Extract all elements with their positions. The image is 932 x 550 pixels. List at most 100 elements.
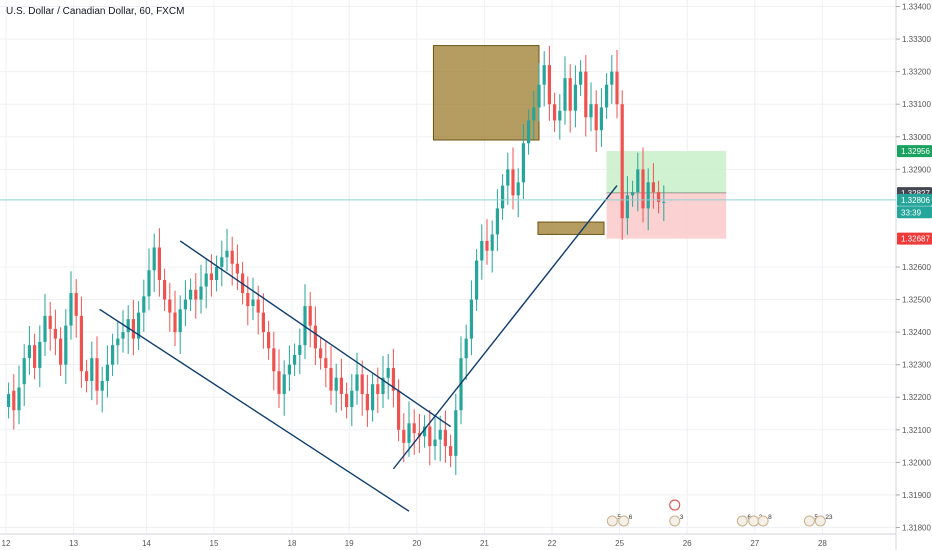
candle-body-124 [651, 182, 655, 193]
price-badge-label-4: 1.32687 [901, 235, 930, 244]
event-marker-5 [757, 515, 769, 527]
candle-body-21 [116, 338, 120, 346]
y-tick-label-9: 1.32300 [902, 361, 931, 370]
candle-body-75 [397, 390, 401, 430]
candle-body-100 [527, 120, 531, 144]
trendlines [99, 185, 618, 512]
candle-body-7 [43, 315, 47, 342]
price-badge-label-0: 1.32956 [901, 147, 930, 156]
candle-body-41 [220, 257, 224, 267]
candle-body-69 [365, 393, 369, 411]
candle-body-18 [100, 380, 104, 391]
price-badge-4 [897, 232, 932, 245]
candle-body-93 [490, 234, 494, 251]
candle-body-88 [464, 338, 468, 359]
y-tick-label-11: 1.32100 [902, 426, 931, 435]
y-tick-label-4: 1.33000 [902, 133, 931, 142]
candle-body-32 [173, 312, 177, 333]
candle-body-101 [532, 107, 536, 121]
candle-body-108 [568, 78, 572, 111]
candle-body-39 [209, 273, 213, 281]
y-tick-label-13: 1.31900 [902, 491, 931, 500]
candle-body-109 [573, 84, 577, 111]
event-marker-2 [669, 515, 681, 527]
y-tick-label-10: 1.32200 [902, 393, 931, 402]
candle-body-113 [594, 104, 598, 131]
candle-body-14 [79, 315, 83, 372]
candle-body-34 [183, 299, 187, 310]
event-label-7: 23 [825, 514, 833, 521]
candle-body-46 [246, 293, 250, 307]
price-badge-2 [897, 193, 932, 206]
candle-body-63 [334, 377, 338, 391]
candle-body-114 [599, 107, 603, 131]
candle-body-72 [381, 377, 385, 394]
target-zone-2 [606, 151, 727, 194]
y-tick-label-2: 1.33200 [902, 68, 931, 77]
x-tick-label-6: 20 [412, 539, 421, 548]
candle-body-86 [454, 410, 458, 456]
candle-body-37 [199, 286, 203, 300]
candle-body-25 [137, 312, 141, 339]
candle-body-13 [74, 293, 78, 316]
candle-body-81 [428, 426, 432, 447]
candle-body-123 [646, 182, 650, 209]
candles [7, 45, 666, 476]
candle-body-119 [625, 195, 629, 219]
candle-body-84 [443, 429, 447, 447]
candle-body-66 [350, 390, 354, 408]
candle-body-110 [579, 71, 583, 85]
candle-body-73 [386, 367, 390, 378]
candle-body-10 [59, 338, 63, 365]
candle-body-38 [204, 273, 208, 287]
candle-body-4 [27, 345, 31, 359]
candle-body-62 [329, 367, 333, 391]
event-marker-7 [814, 515, 826, 527]
x-tick-label-2: 14 [142, 539, 151, 548]
candle-body-22 [121, 332, 125, 339]
candle-body-74 [391, 367, 395, 391]
y-tick-label-5: 1.32900 [902, 165, 931, 174]
candle-body-17 [95, 358, 99, 391]
events: 563628523 [606, 499, 833, 527]
x-tick-label-9: 25 [615, 539, 624, 548]
y-tick-label-1: 1.33300 [902, 35, 931, 44]
x-tick-label-8: 22 [548, 539, 557, 548]
candle-body-1 [12, 390, 16, 411]
y-tick-label-12: 1.32000 [902, 458, 931, 467]
candle-body-104 [547, 65, 551, 105]
candle-body-24 [131, 319, 135, 339]
trendline-0 [179, 240, 451, 428]
candle-body-12 [69, 293, 73, 326]
zones [432, 45, 727, 239]
candle-body-20 [111, 345, 115, 365]
candle-body-126 [662, 201, 666, 203]
y-tick-label-14: 1.31800 [902, 523, 931, 532]
candle-body-23 [126, 319, 130, 333]
price-badge-label-1: 1.32827 [901, 189, 930, 198]
candle-body-120 [631, 192, 635, 196]
candle-body-58 [308, 306, 312, 326]
candle-body-42 [225, 250, 229, 258]
candle-body-82 [433, 439, 437, 447]
price-badge-label-3: 33:39 [901, 208, 922, 217]
candle-body-64 [339, 377, 343, 394]
trendline-1 [99, 308, 410, 512]
candle-body-52 [277, 371, 281, 394]
candle-body-6 [38, 341, 42, 368]
candle-body-89 [469, 299, 473, 339]
candle-body-35 [189, 289, 193, 300]
candle-body-99 [521, 143, 525, 183]
candle-body-33 [178, 309, 182, 333]
candle-body-11 [64, 325, 68, 365]
candle-body-78 [412, 423, 416, 434]
candle-body-67 [355, 374, 359, 391]
candle-body-5 [33, 345, 37, 368]
box-zone-1 [537, 221, 605, 235]
candle-body-55 [293, 354, 297, 365]
y-tick-label-0: 1.33400 [902, 3, 931, 12]
candle-body-85 [449, 446, 453, 456]
candle-body-91 [480, 240, 484, 261]
